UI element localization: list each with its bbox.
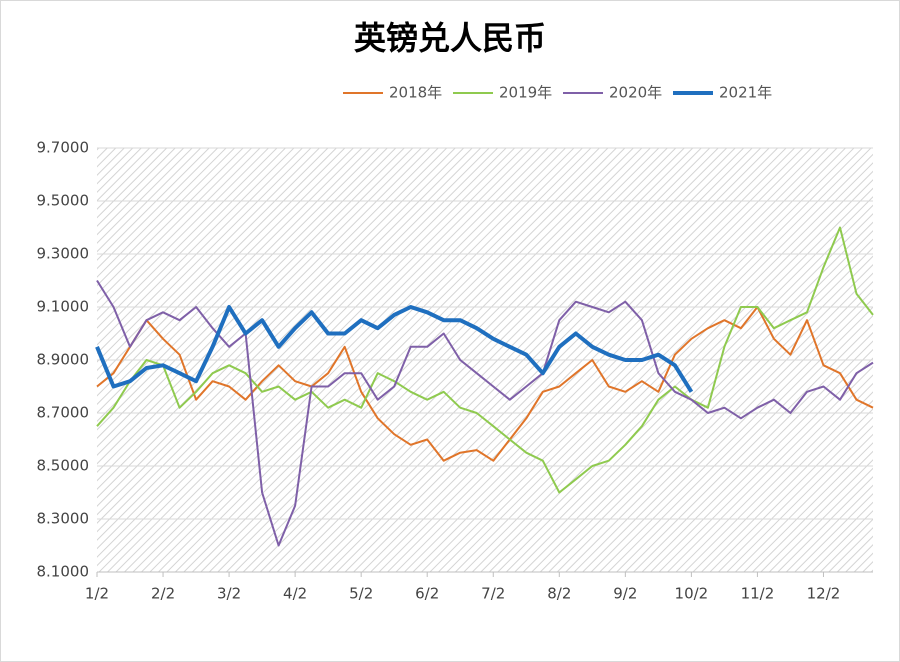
x-tick-label: 9/2 bbox=[613, 585, 637, 603]
legend-label: 2020年 bbox=[609, 84, 662, 102]
y-tick-label: 9.3000 bbox=[37, 245, 90, 263]
x-tick-label: 7/2 bbox=[481, 585, 505, 603]
y-tick-label: 8.1000 bbox=[37, 563, 90, 581]
x-tick-label: 11/2 bbox=[741, 585, 775, 603]
series-line bbox=[96, 306, 874, 462]
legend-label: 2018年 bbox=[389, 84, 442, 102]
y-tick-label: 8.5000 bbox=[37, 457, 90, 475]
y-tick-label: 9.5000 bbox=[37, 192, 90, 210]
y-tick-label: 8.7000 bbox=[37, 404, 90, 422]
legend-label: 2019年 bbox=[499, 84, 552, 102]
series-line bbox=[96, 279, 874, 547]
series-line bbox=[95, 305, 694, 393]
x-tick-label: 12/2 bbox=[807, 585, 841, 603]
y-tick-label: 8.9000 bbox=[37, 351, 90, 369]
x-tick-label: 6/2 bbox=[415, 585, 439, 603]
y-tick-label: 8.3000 bbox=[37, 510, 90, 528]
y-tick-label: 9.1000 bbox=[37, 298, 90, 316]
legend-label: 2021年 bbox=[719, 84, 772, 102]
chart-title: 英镑兑人民币 bbox=[354, 19, 546, 57]
x-tick-label: 2/2 bbox=[151, 585, 175, 603]
x-tick-label: 5/2 bbox=[349, 585, 373, 603]
series-line bbox=[96, 226, 874, 494]
x-tick-label: 1/2 bbox=[85, 585, 109, 603]
y-tick-label: 9.7000 bbox=[37, 139, 90, 157]
x-tick-label: 4/2 bbox=[283, 585, 307, 603]
x-tick-label: 3/2 bbox=[217, 585, 241, 603]
x-tick-label: 8/2 bbox=[547, 585, 571, 603]
x-tick-label: 10/2 bbox=[675, 585, 709, 603]
